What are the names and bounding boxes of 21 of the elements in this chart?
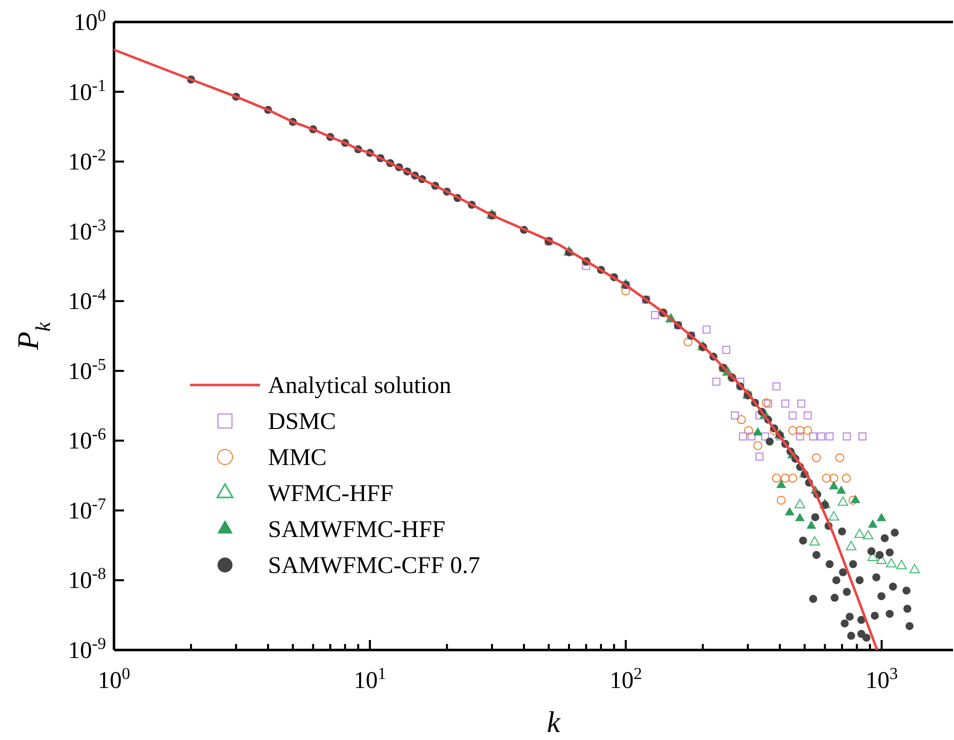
y-tick-label: 10$^{-4}$: [68, 284, 107, 316]
legend-label: SAMWFMC-HFF: [268, 517, 446, 543]
y-tick-label: 10$^{-9}$: [68, 634, 106, 664]
legend-label: MMC: [268, 445, 327, 471]
y-tick-label: 10$^{-2}$: [68, 145, 106, 176]
legend-label: WFMC-HFF: [268, 481, 394, 507]
x-tick-label: 10$^{3}$: [865, 664, 898, 694]
x-axis-title: k: [546, 706, 561, 739]
y-tick-label: 10$^{-1}$: [68, 75, 106, 106]
y-tick-label: 10$^{-3}$: [68, 214, 106, 246]
legend-label: DSMC: [268, 409, 336, 435]
x-tick-label: 10$^{2}$: [610, 664, 642, 694]
y-tick-label: 10$^{0}$: [74, 6, 106, 36]
y-tick-label: 10$^{-5}$: [68, 354, 106, 385]
legend-label: Analytical solution: [268, 373, 452, 399]
legend-label: SAMWFMC-CFF 0.7: [268, 553, 480, 579]
x-tick-label: 10$^{1}$: [354, 664, 386, 694]
y-tick-label: 10$^{-7}$: [68, 494, 106, 524]
y-tick-label: 10$^{-6}$: [68, 424, 106, 455]
y-tick-label: 10$^{-8}$: [68, 564, 106, 594]
x-tick-label: 10$^{0}$: [98, 664, 130, 694]
